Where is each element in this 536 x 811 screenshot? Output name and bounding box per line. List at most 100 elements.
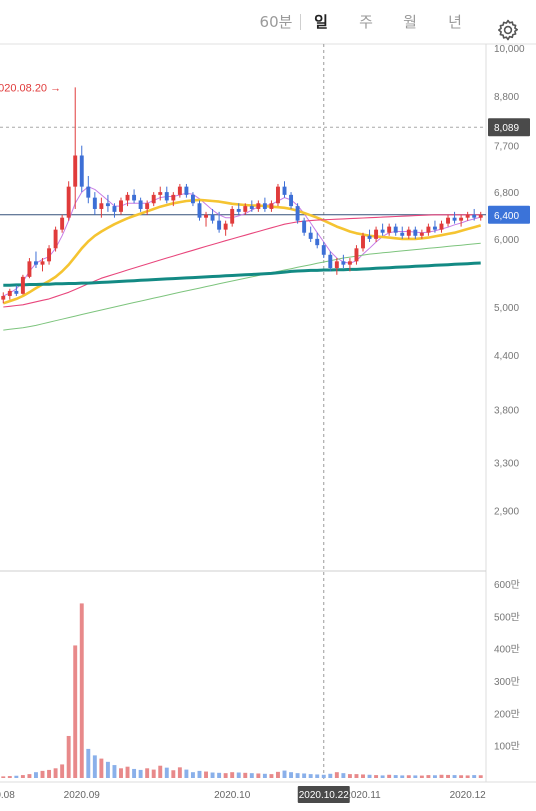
tab-daily[interactable]: 일 bbox=[314, 13, 328, 31]
candle-body bbox=[367, 235, 372, 239]
volume-bar bbox=[341, 773, 346, 778]
candle-body bbox=[86, 186, 91, 198]
candle-body bbox=[302, 220, 307, 233]
volume-tick-label: 500만 bbox=[494, 611, 520, 623]
candle-body bbox=[119, 200, 123, 212]
volume-bar bbox=[374, 775, 379, 778]
volume-bar bbox=[419, 775, 424, 778]
time-tick-label: 2020.08 bbox=[0, 790, 15, 801]
volume-bar bbox=[197, 770, 202, 778]
candle-body bbox=[112, 206, 117, 212]
candle-body bbox=[53, 229, 58, 249]
candle-body bbox=[138, 200, 143, 209]
volume-bar bbox=[119, 768, 123, 778]
candle-body bbox=[105, 203, 110, 207]
gear-icon[interactable] bbox=[496, 18, 520, 42]
tab-weekly[interactable]: 주 bbox=[359, 13, 373, 31]
candle-body bbox=[158, 192, 163, 195]
volume-bar bbox=[465, 775, 470, 778]
price-tick-label: 8,800 bbox=[494, 92, 519, 103]
candle-body bbox=[472, 214, 477, 218]
volume-bar bbox=[204, 771, 208, 778]
candle-body bbox=[27, 261, 32, 277]
ma-120-line bbox=[3, 242, 481, 331]
volume-bar bbox=[282, 770, 287, 778]
volume-bar bbox=[367, 774, 372, 778]
tab-yearly[interactable]: 년 bbox=[448, 13, 462, 31]
volume-bar bbox=[262, 773, 267, 778]
candle-body bbox=[406, 229, 411, 236]
ma-60-line bbox=[3, 214, 481, 308]
candle-body bbox=[413, 229, 418, 236]
volume-bar bbox=[432, 775, 437, 778]
high-price-tag-label: 8,089 bbox=[494, 123, 519, 134]
candle-body bbox=[465, 214, 470, 218]
crosshair-date-tag bbox=[297, 786, 350, 803]
price-tick-label: 3,800 bbox=[494, 406, 519, 417]
candle-body bbox=[328, 254, 333, 269]
volume-bar bbox=[217, 772, 222, 778]
ma-240-line bbox=[3, 261, 481, 287]
volume-bar bbox=[459, 775, 464, 778]
candle-body bbox=[439, 223, 444, 230]
candle-body bbox=[387, 226, 392, 233]
candle-body bbox=[478, 214, 483, 218]
volume-bar bbox=[138, 769, 143, 778]
volume-bar bbox=[86, 748, 91, 778]
candle-body bbox=[269, 203, 274, 209]
volume-bar bbox=[269, 774, 274, 778]
candle-body bbox=[40, 261, 45, 265]
price-tick-label: 10,000 bbox=[494, 44, 525, 55]
time-tick-label: 2020.10 bbox=[214, 790, 251, 801]
volume-bar bbox=[53, 768, 58, 778]
candle-body bbox=[289, 194, 294, 207]
tab-divider bbox=[300, 14, 301, 30]
tab-monthly[interactable]: 월 bbox=[403, 13, 417, 31]
volume-bar bbox=[302, 773, 307, 778]
candle-body bbox=[60, 217, 65, 230]
tab-60min[interactable]: 60분 bbox=[259, 13, 293, 31]
candle-body bbox=[446, 217, 450, 224]
candle-body bbox=[400, 232, 405, 236]
candle-body bbox=[184, 186, 189, 195]
volume-bar bbox=[184, 769, 189, 778]
volume-bar bbox=[79, 603, 84, 778]
candle-body bbox=[145, 203, 150, 209]
volume-bar bbox=[20, 775, 25, 778]
volume-bar bbox=[243, 772, 248, 778]
candle-body bbox=[432, 226, 437, 230]
candle-body bbox=[20, 276, 25, 294]
timeframe-toolbar: 60분 일 주 월 년 bbox=[0, 0, 536, 44]
candle-body bbox=[177, 186, 182, 195]
volume-bar bbox=[413, 775, 418, 778]
volume-bar bbox=[334, 772, 339, 778]
volume-bar bbox=[230, 772, 235, 778]
candle-body bbox=[14, 290, 19, 294]
volume-bar bbox=[210, 772, 215, 778]
candle-body bbox=[197, 203, 202, 218]
candle-body bbox=[99, 203, 104, 209]
price-tick-label: 6,800 bbox=[494, 188, 519, 199]
current-price-tag bbox=[488, 205, 530, 224]
candle-body bbox=[361, 235, 365, 249]
candle-body bbox=[419, 232, 424, 236]
volume-bar bbox=[289, 772, 294, 778]
candle-body bbox=[151, 194, 156, 204]
candle-body bbox=[125, 194, 130, 201]
current-price-tag-label: 6,400 bbox=[494, 211, 519, 222]
volume-bar bbox=[164, 767, 169, 778]
volume-bar bbox=[347, 774, 352, 778]
volume-bar bbox=[361, 774, 365, 778]
candle-body bbox=[171, 194, 176, 201]
price-tick-label: 6,000 bbox=[494, 235, 519, 246]
candle-body bbox=[459, 217, 464, 221]
volume-bar bbox=[223, 773, 228, 778]
volume-bar bbox=[34, 772, 38, 778]
candle-body bbox=[374, 229, 379, 239]
price-tick-label: 7,700 bbox=[494, 142, 519, 153]
candle-body bbox=[1, 295, 6, 300]
volume-bar bbox=[276, 771, 280, 778]
volume-bar bbox=[472, 775, 477, 778]
volume-tick-label: 100만 bbox=[494, 741, 520, 753]
